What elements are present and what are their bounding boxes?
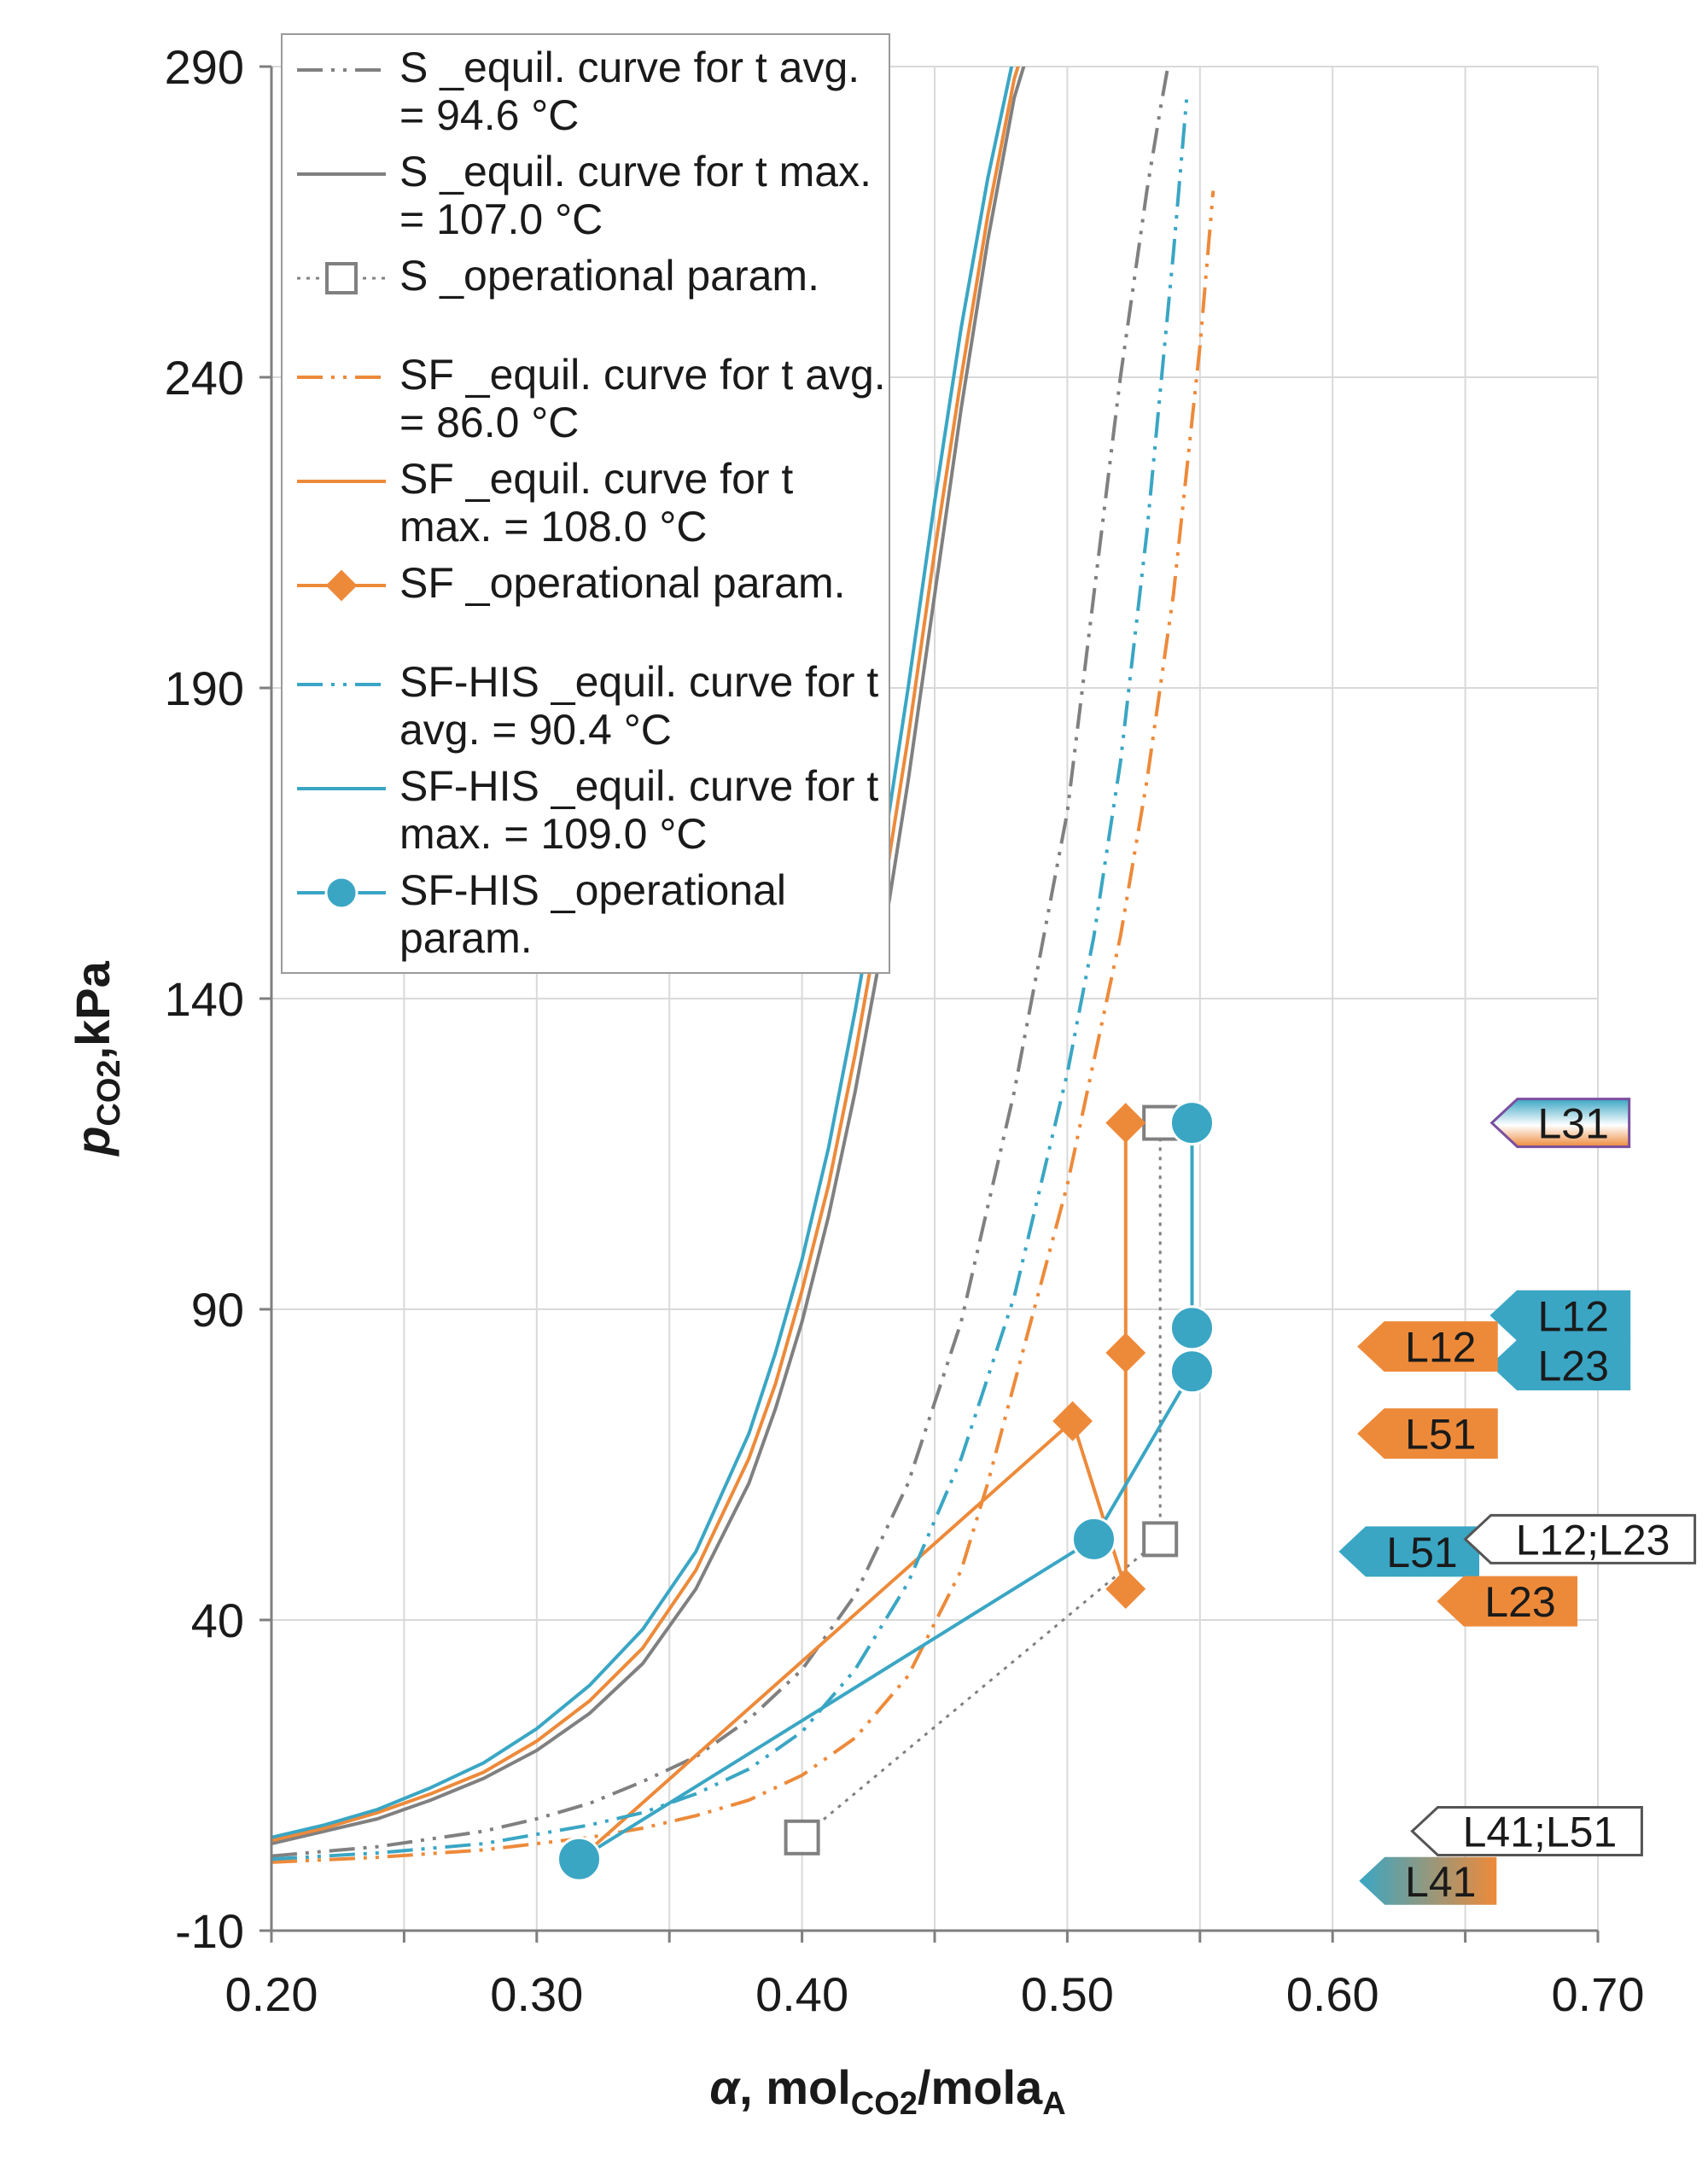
axes: 0.20 0.30 0.40 0.50 0.60 0.70 -10 40 90 140 190 240… [165,40,1645,2021]
series-line-sf_avg [271,190,1215,1864]
y-tick-label: 40 [191,1593,244,1647]
callout-label: L12 [1537,1292,1608,1340]
callout-tag [1437,1576,1578,1627]
legend-label: SF _equil. curve for t [399,455,793,503]
x-tick-label: 0.60 [1286,1967,1379,2021]
x-tick-label: 0.50 [1021,1967,1114,2021]
y-tick-label: 240 [165,351,244,405]
x-title-sub2: A [1042,2086,1065,2122]
series-line-s_max [271,67,1026,1846]
x-title-symbol: α [709,2060,741,2114]
legend-marker [325,569,358,602]
plot-area [271,67,1215,1882]
callout-label: L51 [1386,1529,1457,1576]
data-point-his_op [1169,1100,1215,1146]
legend-symbol-s_op [297,262,386,294]
legend-label: S _equil. curve for t max. [399,148,871,195]
legend-marker [325,262,358,294]
legend-label: SF-HIS _equil. curve for t [399,658,878,706]
callout-label: L41;L51 [1463,1809,1618,1856]
series-line-s_avg [271,67,1170,1858]
legend-symbol-his_op [297,876,386,910]
callout-tag [1357,1321,1498,1372]
grid [271,66,1599,1931]
legend-label: = 94.6 °C [399,91,579,139]
callout-tag [1489,1340,1631,1391]
x-tick-label: 0.70 [1552,1967,1645,2021]
x-axis-title: α, molCO2/molaA [709,2060,1065,2122]
legend-label: = 107.0 °C [399,195,603,243]
series-line-s_op [801,1122,1162,1838]
legend-label: max. = 109.0 °C [399,810,707,858]
callout-label: L23 [1484,1578,1555,1626]
y-title-sub: CO2 [91,1059,127,1126]
y-tick-label: 290 [165,40,244,94]
series-line-his_max [271,67,1014,1839]
callout-label: L51 [1405,1411,1476,1459]
legend-box [281,33,890,974]
y-title-symbol: p [66,1127,120,1157]
callout-tag [1359,1856,1497,1905]
data-point-sf_op [1105,1569,1146,1610]
legend-label: S _operational param. [399,252,819,300]
x-tick-label: 0.40 [755,1967,848,2021]
x-tick-label: 0.20 [225,1967,318,2021]
series-line-his_op [578,1122,1194,1861]
y-tick-label: 140 [165,972,244,1026]
y-title-unit: ,kPa [66,960,120,1059]
y-axis-title: pCO2,kPa [66,960,127,1157]
data-point-sf_op [1105,1332,1146,1373]
data-point-his_op [1070,1516,1116,1562]
legend-label: SF-HIS _operational [399,866,786,914]
callout-tag [1489,1290,1631,1341]
legend-label: SF _operational param. [399,559,846,607]
x-title-sub: CO2 [851,2086,918,2122]
legend-label: S _equil. curve for t avg. [399,44,860,91]
data-point-s_op [784,1819,820,1856]
legend: S _equil. curve for t avg.= 94.6 °C S _eq… [281,33,890,974]
x-title-unit2: /mola [918,2060,1043,2114]
callout-tag [1489,1098,1631,1149]
callout-label: L23 [1537,1343,1608,1390]
data-point-sf_op [1105,1103,1146,1144]
data-point-s_op [1142,1521,1179,1558]
callout-tag [1463,1513,1697,1564]
series-line-his_avg [271,97,1189,1861]
data-point-sf_op [1052,1401,1093,1442]
data-point-his_op [1169,1349,1215,1395]
callout-label: L12;L23 [1516,1516,1670,1564]
y-tick-label: 190 [165,661,244,715]
data-point-his_op [557,1836,603,1882]
series-line-sf_op [578,1122,1128,1861]
x-title-unit: , mol [739,2060,851,2114]
legend-marker [324,876,359,910]
legend-label: SF-HIS _equil. curve for t [399,762,878,810]
legend-label: SF _equil. curve for t avg. [399,351,886,399]
legend-label: param. [399,914,533,962]
callout-tag [1410,1806,1643,1857]
callout-label: L31 [1537,1100,1608,1148]
y-tick-label: -10 [175,1904,244,1958]
legend-label: max. = 108.0 °C [399,503,707,551]
legend-symbol-sf_op [297,569,386,602]
y-tick-label: 90 [191,1283,244,1337]
x-tick-label: 0.30 [490,1967,583,2021]
callout-label: L12 [1405,1324,1476,1372]
data-point-his_op [1169,1305,1215,1351]
series-line-sf_max [271,67,1020,1843]
legend-label: avg. = 90.4 °C [399,706,672,754]
callout-tag [1357,1408,1498,1459]
legend-label: = 86.0 °C [399,399,579,446]
callout-label: L41 [1405,1858,1476,1906]
